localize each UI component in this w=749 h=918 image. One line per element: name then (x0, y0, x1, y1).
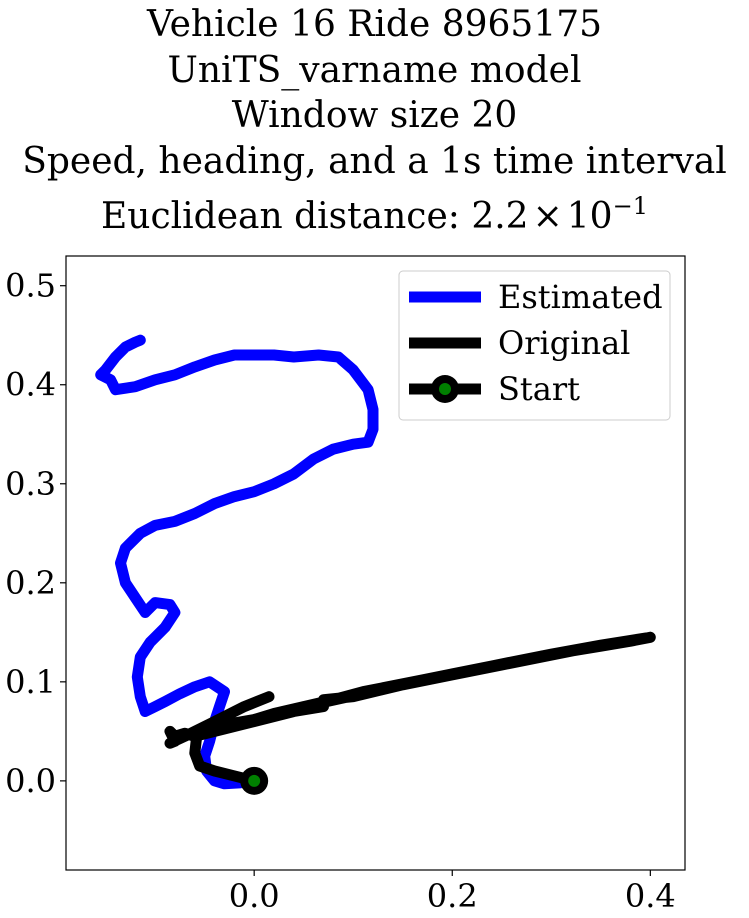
chart-title: Vehicle 16 Ride 8965175 UniTS_varname mo… (0, 2, 749, 240)
title-line-1: Vehicle 16 Ride 8965175 (146, 4, 603, 45)
legend: Estimated Original Start (398, 270, 671, 421)
series-line-estimated (95, 334, 379, 790)
plot-frame (65, 255, 686, 871)
title-line-5-times: × (532, 196, 563, 237)
legend-label-estimated: Estimated (498, 278, 663, 316)
title-line-5-mantissa: 2.2 (471, 196, 529, 237)
series-line-original (164, 631, 656, 787)
start-marker-center (248, 774, 261, 787)
y-tick-label: 0.1 (5, 663, 56, 701)
title-line-5-prefix: Euclidean distance: (101, 196, 472, 237)
legend-label-start: Start (498, 370, 580, 408)
y-tick-label: 0.5 (5, 267, 56, 305)
title-line-5: Euclidean distance: 2.2 × 10−1 (0, 184, 749, 240)
y-tick-label: 0.3 (5, 465, 56, 503)
x-axis: 0.0 0.2 0.4 (229, 870, 676, 915)
title-line-3: Window size 20 (231, 95, 518, 136)
legend-start-marker-center (439, 383, 451, 395)
x-tick-label: 0.0 (229, 877, 280, 915)
y-tick-label: 0.4 (5, 366, 56, 404)
legend-label-original: Original (498, 324, 630, 362)
title-line-2: UniTS_varname model (167, 49, 582, 91)
y-axis: 0.0 0.1 0.2 0.3 0.4 0.5 (5, 267, 66, 800)
title-line-4: Speed, heading, and a 1s time interval (22, 140, 727, 182)
title-line-5-base: 10 (566, 196, 613, 237)
x-tick-label: 0.2 (427, 877, 478, 915)
y-tick-label: 0.2 (5, 564, 56, 602)
x-tick-label: 0.4 (625, 877, 676, 915)
title-line-5-exponent: −1 (612, 192, 648, 220)
y-tick-label: 0.0 (5, 762, 56, 800)
series-layer (95, 334, 656, 795)
legend-box (398, 270, 671, 421)
